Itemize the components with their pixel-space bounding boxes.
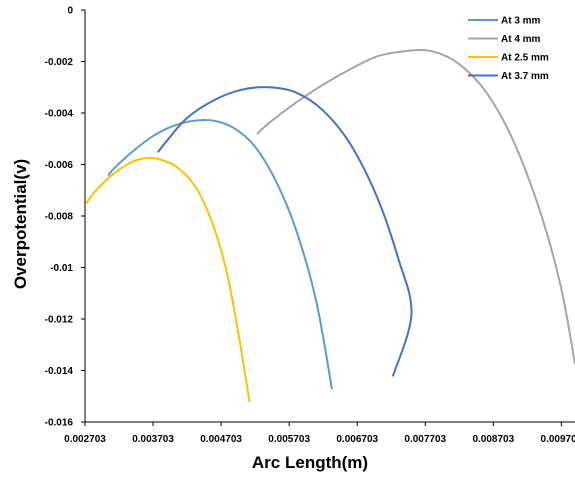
series-line-at-3-7-mm: [157, 86, 413, 377]
x-tick-label: 0.008703: [472, 434, 514, 445]
y-tick-label: -0.016: [45, 418, 74, 429]
y-tick-label: 0: [67, 6, 73, 17]
x-tick-label: 0.004703: [200, 434, 242, 445]
legend-label-at-4-mm: At 4 mm: [501, 34, 541, 45]
legend-label-at-3-7-mm: At 3.7 mm: [501, 71, 549, 82]
y-tick-label: -0.002: [45, 57, 74, 68]
y-axis-title: Overpotential(v): [11, 159, 30, 289]
x-tick-label: 0.005703: [268, 434, 310, 445]
x-tick-label: 0.009703: [541, 434, 575, 445]
y-tick-label: -0.012: [45, 315, 74, 326]
x-axis-title: Arc Length(m): [252, 453, 368, 472]
y-tick-label: -0.014: [45, 366, 74, 377]
y-tick-label: -0.01: [50, 263, 73, 274]
y-tick-label: -0.004: [45, 109, 74, 120]
y-tick-label: -0.008: [45, 212, 74, 223]
series-layer: [85, 49, 575, 403]
x-tick-label: 0.006703: [336, 434, 378, 445]
series-line-at-4-mm: [256, 49, 575, 364]
y-tick-label: -0.006: [45, 160, 74, 171]
x-tick-label: 0.003703: [132, 434, 174, 445]
x-tick-label: 0.007703: [404, 434, 446, 445]
legend-label-at-2-5-mm: At 2.5 mm: [501, 53, 549, 64]
axes-layer: 0 -0.002 -0.004 -0.006 -0.008 -0.01 -0.012 -0.0…: [45, 6, 575, 445]
x-tick-label: 0.002703: [64, 434, 106, 445]
series-line-at-2-5-mm: [85, 157, 251, 403]
legend: At 3 mm At 4 mm At 2.5 mm At 3.7 mm: [468, 16, 549, 82]
legend-label-at-3-mm: At 3 mm: [501, 16, 541, 27]
series-line-at-3-mm: [107, 118, 333, 390]
